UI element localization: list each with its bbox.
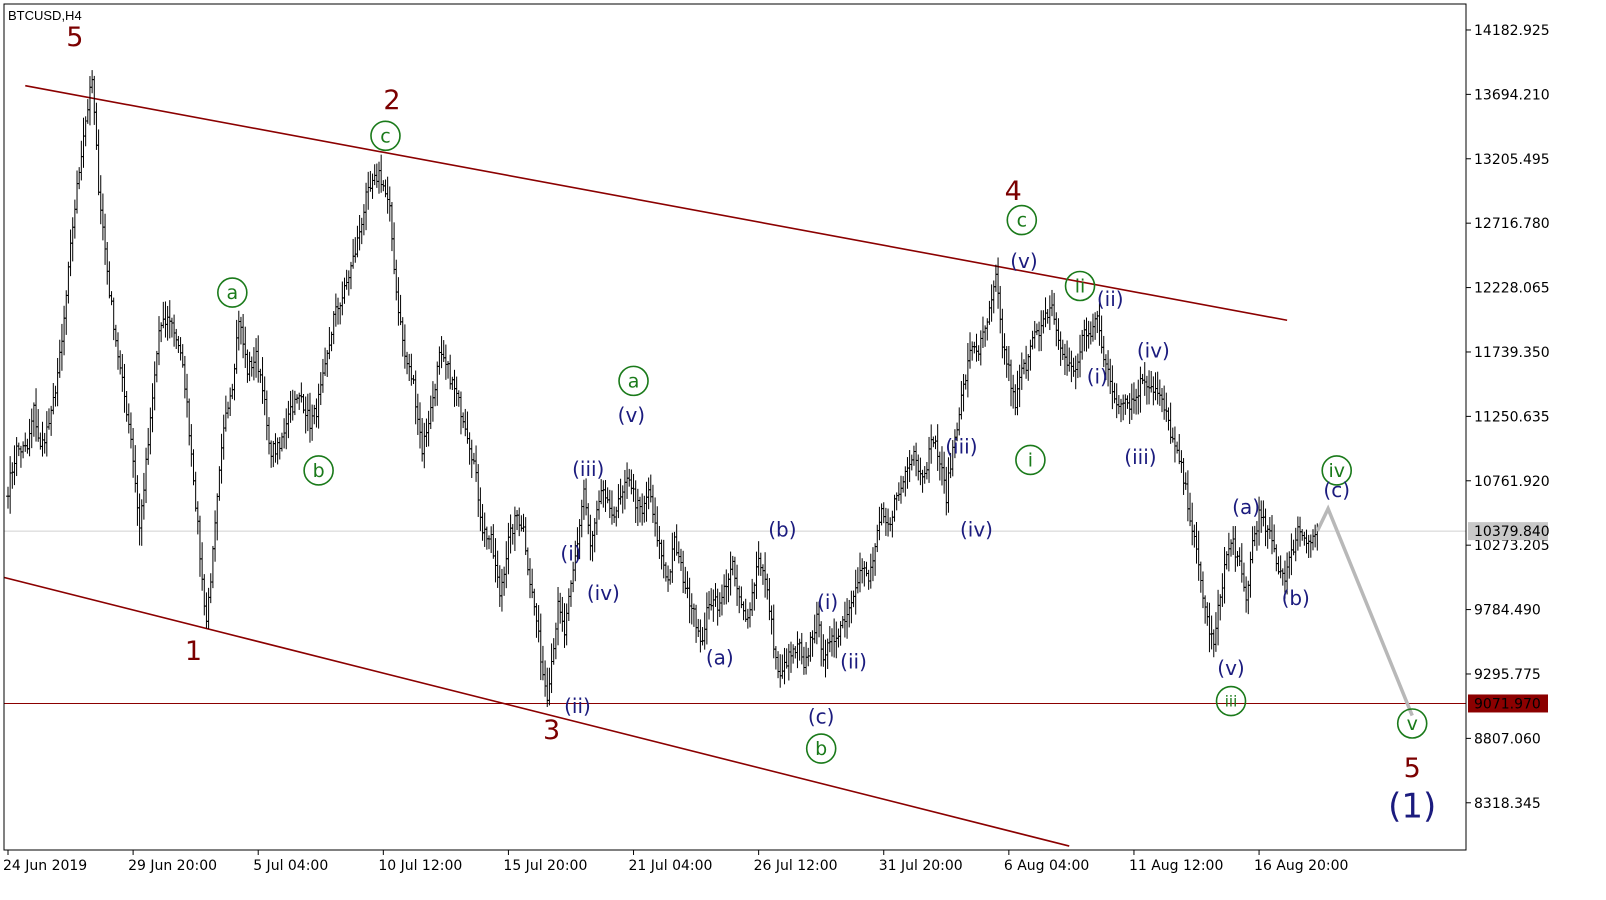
y-tick-label: 12716.780: [1474, 216, 1550, 232]
x-tick-label: 21 Jul 04:00: [629, 858, 713, 874]
wave-label-minute: iv: [1321, 455, 1353, 486]
svg-text:b: b: [815, 738, 827, 760]
svg-text:iv: iv: [1328, 460, 1345, 482]
wave-label-minor: (i): [1087, 365, 1108, 389]
wave-label-minor: (v): [618, 403, 645, 427]
x-tick-label: 5 Jul 04:00: [253, 858, 328, 874]
y-tick-label: 12228.065: [1474, 281, 1550, 297]
wave-label-minute: a: [618, 365, 649, 397]
wave-label-primary: 1: [185, 636, 202, 667]
wave-label-minor: (b): [768, 518, 796, 542]
wave-label-minor: (ii): [564, 694, 591, 718]
wave-label-primary: 3: [543, 715, 560, 746]
x-tick-label: 6 Aug 04:00: [1004, 858, 1090, 874]
symbol-label: BTCUSD,H4: [8, 8, 82, 23]
wave-label-intermediate: (1): [1388, 786, 1436, 826]
projection-line: [1315, 504, 1414, 717]
wave-label-minor: (v): [1010, 249, 1037, 273]
y-tick-label: 10761.920: [1474, 474, 1550, 490]
wave-label-minute: iii: [1215, 685, 1247, 717]
y-tick-label: 9784.490: [1474, 603, 1541, 619]
wave-labels: 524135(1)cababciiiiiiivv(v)(iii)(i)(iv)(…: [66, 22, 1436, 827]
svg-text:a: a: [628, 370, 640, 392]
svg-text:ii: ii: [1075, 276, 1086, 298]
wave-label-minute: b: [805, 733, 837, 764]
y-tick-label: 13694.210: [1474, 87, 1550, 103]
svg-text:b: b: [313, 460, 325, 482]
price-levels: [4, 530, 1466, 704]
svg-text:9071.970: 9071.970: [1474, 696, 1541, 712]
wave-label-primary: 5: [66, 22, 83, 53]
price-axis: 14182.925 13694.210 13205.495 12716.780 1222…: [1466, 23, 1550, 812]
wave-label-minute: c: [1006, 204, 1038, 236]
time-axis: 24 Jun 2019 29 Jun 20:00 5 Jul 04:00 10 Jul…: [3, 850, 1348, 874]
wave-label-minor: (c): [1323, 478, 1350, 502]
svg-text:c: c: [1017, 210, 1027, 232]
wave-label-minor: (iii): [1124, 445, 1156, 469]
price-bars: [6, 70, 1320, 707]
y-tick-label: 8318.345: [1474, 796, 1541, 812]
wave-label-primary: 2: [383, 85, 400, 116]
projection-path: [1315, 504, 1414, 717]
wave-label-minor: (ii): [1097, 287, 1124, 311]
y-tick-label: 14182.925: [1474, 23, 1550, 39]
wave-label-minor: (v): [1217, 656, 1244, 680]
support-price-tag: 9071.970: [1468, 694, 1548, 713]
wave-label-minor: (iv): [960, 518, 993, 542]
x-tick-label: 31 Jul 20:00: [879, 858, 963, 874]
wave-label-minute: v: [1396, 708, 1428, 739]
channel-lines: [4, 84, 1288, 847]
channel-line-upper: [25, 84, 1288, 322]
x-tick-label: 16 Aug 20:00: [1254, 858, 1348, 874]
wave-label-minor: (i): [560, 541, 581, 565]
plot-frame: [3, 3, 1467, 851]
y-tick-label: 9295.775: [1474, 667, 1541, 683]
svg-text:iii: iii: [1225, 693, 1238, 711]
x-tick-label: 10 Jul 12:00: [378, 858, 462, 874]
x-tick-label: 15 Jul 20:00: [503, 858, 587, 874]
y-tick-label: 13205.495: [1474, 152, 1550, 168]
wave-label-minor: (a): [1232, 495, 1260, 519]
y-tick-label: 8807.060: [1474, 731, 1541, 747]
svg-text:a: a: [226, 282, 238, 304]
wave-label-minute: a: [217, 277, 248, 308]
wave-label-minor: (ii): [840, 649, 867, 673]
wave-label-minor: (c): [808, 705, 835, 729]
wave-label-minute: ii: [1064, 270, 1096, 302]
wave-label-minor: (iv): [587, 581, 620, 605]
wave-label-minor: (i): [817, 590, 838, 614]
channel-line-lower: [4, 576, 1070, 847]
wave-label-minor: (iv): [1137, 338, 1170, 362]
current-price-tag: 10379.840: [1468, 522, 1550, 541]
svg-text:v: v: [1407, 713, 1418, 735]
wave-label-minor: (a): [706, 645, 734, 669]
y-tick-label: 10273.205: [1474, 538, 1550, 554]
y-tick-label: 11250.635: [1474, 409, 1550, 425]
wave-label-primary: 5: [1404, 753, 1421, 784]
svg-text:i: i: [1028, 449, 1033, 471]
svg-text:c: c: [380, 125, 390, 147]
wave-label-minor: (iii): [572, 457, 604, 481]
x-tick-label: 29 Jun 20:00: [128, 858, 217, 874]
wave-label-minor: (b): [1282, 586, 1310, 610]
wave-label-minute: b: [303, 455, 334, 486]
x-tick-label: 11 Aug 12:00: [1129, 858, 1223, 874]
svg-text:10379.840: 10379.840: [1474, 524, 1550, 540]
x-tick-label: 24 Jun 2019: [3, 858, 87, 874]
wave-label-primary: 4: [1005, 176, 1022, 207]
wave-label-minor: (iii): [945, 435, 977, 459]
plot-border: [3, 3, 1467, 851]
wave-label-minute: i: [1015, 444, 1046, 476]
y-tick-label: 11739.350: [1474, 345, 1550, 361]
wave-label-minute: c: [370, 120, 401, 152]
x-tick-label: 26 Jul 12:00: [754, 858, 838, 874]
